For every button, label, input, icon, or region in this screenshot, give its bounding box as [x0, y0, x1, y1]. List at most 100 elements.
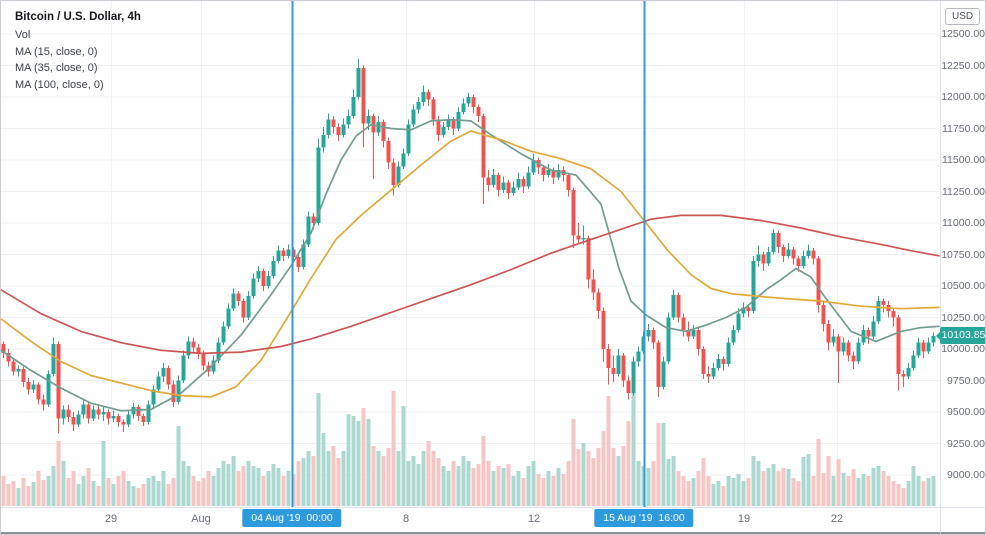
legend-ma35[interactable]: MA (35, close, 0)	[15, 62, 98, 75]
candle-body	[216, 342, 221, 361]
volume-bar	[636, 461, 641, 506]
volume-bar	[796, 481, 801, 506]
volume-bar	[171, 478, 176, 506]
candle-body	[801, 255, 806, 266]
volume-bar	[236, 471, 241, 506]
candle-body	[381, 122, 386, 142]
candle-body	[546, 170, 551, 176]
volume-bar	[146, 478, 151, 506]
volume-bar	[841, 473, 846, 506]
price-tick-label: 10500.00	[941, 280, 985, 292]
candle-body	[311, 216, 316, 223]
volume-bar	[256, 468, 261, 506]
candle-body	[766, 251, 771, 264]
volume-bar	[201, 478, 206, 506]
candle-body	[146, 404, 151, 423]
candle-body	[226, 308, 231, 327]
volume-bar	[51, 466, 56, 506]
candle-body	[471, 97, 476, 108]
ma15-line	[1, 118, 940, 412]
candle-body	[591, 279, 596, 293]
volume-bar	[246, 461, 251, 506]
candle-body	[81, 404, 86, 415]
volume-bar	[846, 476, 851, 506]
candle-body	[541, 167, 546, 176]
legend-ma100[interactable]: MA (100, close, 0)	[15, 78, 104, 91]
legend-vol[interactable]: Vol	[15, 29, 31, 42]
candle-body	[691, 330, 696, 337]
volume-bar	[411, 456, 416, 506]
volume-bar	[651, 461, 656, 506]
volume-bar	[426, 441, 431, 506]
candle-body	[476, 107, 481, 116]
candle-body	[796, 258, 801, 266]
candle-body	[306, 216, 311, 245]
volume-bar	[451, 461, 456, 506]
candle-body	[86, 404, 91, 419]
candle-body	[461, 103, 466, 113]
volume-bar	[826, 456, 831, 506]
candle-body	[846, 342, 851, 356]
volume-bar	[131, 486, 136, 506]
candle-body	[531, 160, 536, 173]
volume-bar	[866, 476, 871, 506]
candle-body	[16, 369, 21, 372]
volume-bar	[16, 488, 21, 506]
candle-body	[521, 178, 526, 187]
volume-bar	[486, 461, 491, 506]
time-axis[interactable]: 29 Aug 8 12 19 22	[1, 507, 940, 534]
axis-corner	[940, 507, 985, 534]
volume-bar	[366, 419, 371, 506]
price-axis[interactable]: USD 12500.00 12250.00 12000.00 11750.00 1150…	[940, 1, 985, 507]
candle-body	[1, 343, 6, 353]
price-tick-label: 9250.00	[947, 437, 985, 450]
candle-body	[46, 374, 51, 405]
candle-body	[251, 278, 256, 297]
volume-bar	[811, 476, 816, 506]
candle-body	[581, 238, 586, 240]
candle-body	[406, 124, 411, 154]
volume-bar	[91, 481, 96, 506]
candle-body	[401, 153, 406, 167]
candle-body	[826, 323, 831, 343]
candle-body	[196, 347, 201, 355]
candle-body	[156, 376, 161, 390]
volume-bar	[216, 468, 221, 506]
candle-body	[76, 414, 81, 425]
price-tick-label: 11750.00	[941, 122, 985, 135]
volume-bar	[791, 478, 796, 506]
volume-bar	[496, 466, 501, 506]
candle-body	[96, 409, 101, 415]
candle-body	[106, 412, 111, 419]
volume-bar	[266, 471, 271, 506]
candle-body	[351, 97, 356, 116]
candle-body	[496, 175, 501, 191]
candle-body	[376, 122, 381, 133]
candle-body	[386, 141, 391, 163]
currency-toggle-button[interactable]: USD	[945, 8, 981, 25]
ma100-line	[1, 214, 940, 355]
candle-body	[261, 270, 266, 286]
volume-bar	[741, 481, 746, 506]
candle-body	[126, 414, 131, 425]
volume-bar	[261, 476, 266, 506]
volume-bar	[221, 461, 226, 506]
candle-body	[921, 342, 926, 352]
candle-body	[611, 367, 616, 375]
candle-body	[606, 349, 611, 368]
candle-body	[171, 384, 176, 402]
candle-body	[66, 409, 71, 418]
candle-body	[501, 182, 506, 191]
ma35-line	[1, 130, 940, 398]
volume-bar	[621, 446, 626, 506]
volume-bar	[761, 471, 766, 506]
candle-body	[596, 292, 601, 312]
candle-body	[411, 109, 416, 125]
candle-body	[631, 361, 636, 394]
legend-ma15[interactable]: MA (15, close, 0)	[15, 45, 98, 58]
volume-bar	[56, 441, 61, 506]
candle-body	[121, 422, 126, 425]
volume-bar	[596, 448, 601, 506]
volume-bar	[891, 481, 896, 506]
